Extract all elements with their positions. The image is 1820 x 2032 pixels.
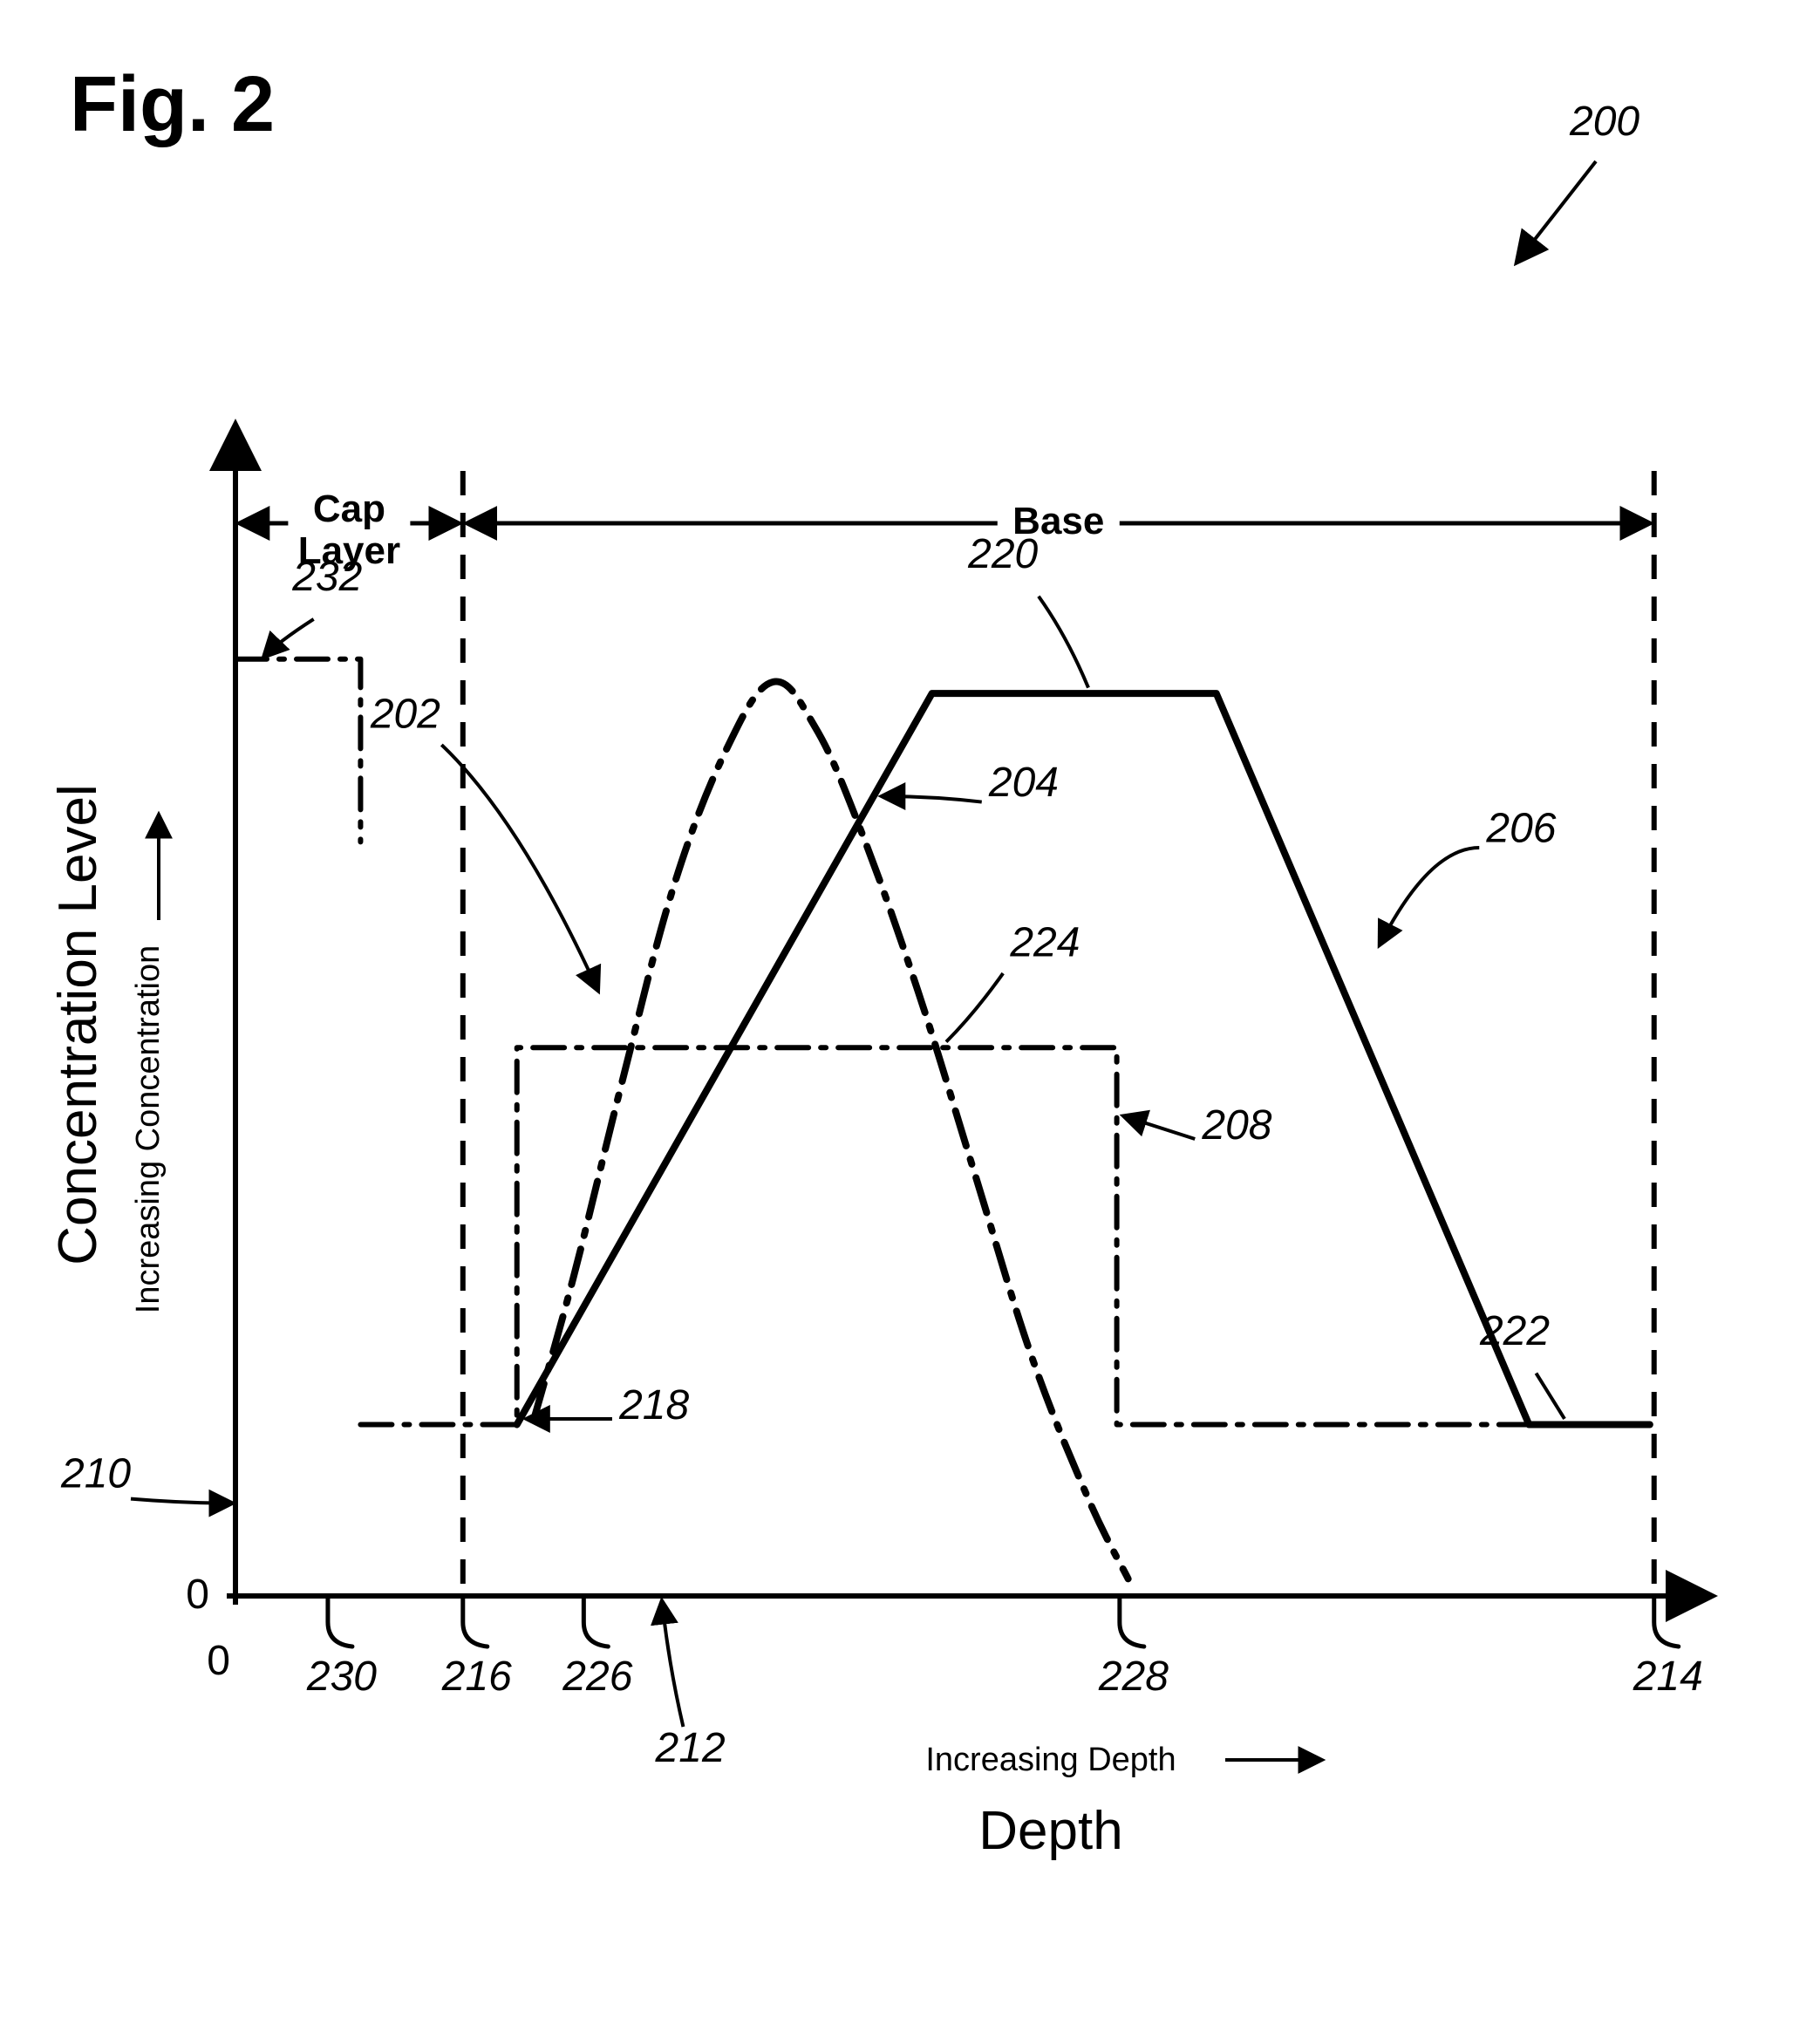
svg-text:208: 208 — [1201, 1102, 1271, 1149]
svg-text:230: 230 — [306, 1654, 377, 1700]
svg-text:216: 216 — [441, 1654, 512, 1700]
svg-text:222: 222 — [1479, 1308, 1550, 1354]
svg-text:Concentration Level: Concentration Level — [48, 784, 108, 1265]
svg-text:0: 0 — [186, 1572, 209, 1618]
svg-text:210: 210 — [60, 1451, 131, 1497]
axes: 0 0 Concentration Level Increasing Concentr… — [48, 427, 1709, 1861]
figure-title: Fig. 2 — [70, 61, 275, 148]
svg-text:Increasing Depth: Increasing Depth — [925, 1742, 1176, 1778]
svg-text:218: 218 — [618, 1382, 689, 1429]
ref-200-label: 200 — [1569, 99, 1639, 145]
region-labels: CapLayerBase — [241, 488, 1649, 572]
svg-text:206: 206 — [1485, 805, 1556, 851]
svg-text:0: 0 — [207, 1638, 230, 1684]
svg-text:204: 204 — [988, 760, 1059, 806]
svg-text:Cap: Cap — [313, 488, 385, 530]
figure-wrapper: Fig. 2 200 0 0 Concentration Level Increasi… — [0, 0, 1820, 2032]
svg-text:212: 212 — [655, 1725, 726, 1771]
svg-text:228: 228 — [1098, 1654, 1169, 1700]
svg-text:Depth: Depth — [978, 1801, 1122, 1861]
svg-text:214: 214 — [1633, 1654, 1703, 1700]
svg-text:224: 224 — [1009, 919, 1080, 965]
ref-200-leader — [1517, 161, 1596, 262]
svg-text:Increasing Concentration: Increasing Concentration — [130, 945, 167, 1313]
x-tick-hooks — [328, 1596, 1679, 1647]
svg-text:202: 202 — [370, 691, 440, 737]
svg-text:226: 226 — [562, 1654, 632, 1700]
svg-text:220: 220 — [967, 531, 1038, 577]
figure-svg: Fig. 2 200 0 0 Concentration Level Increasi… — [0, 0, 1820, 2032]
svg-text:232: 232 — [291, 554, 362, 600]
ref-labels: 232 202 220 204 206 224 208 218 222 210 212 230 216 2… — [60, 531, 1703, 1771]
